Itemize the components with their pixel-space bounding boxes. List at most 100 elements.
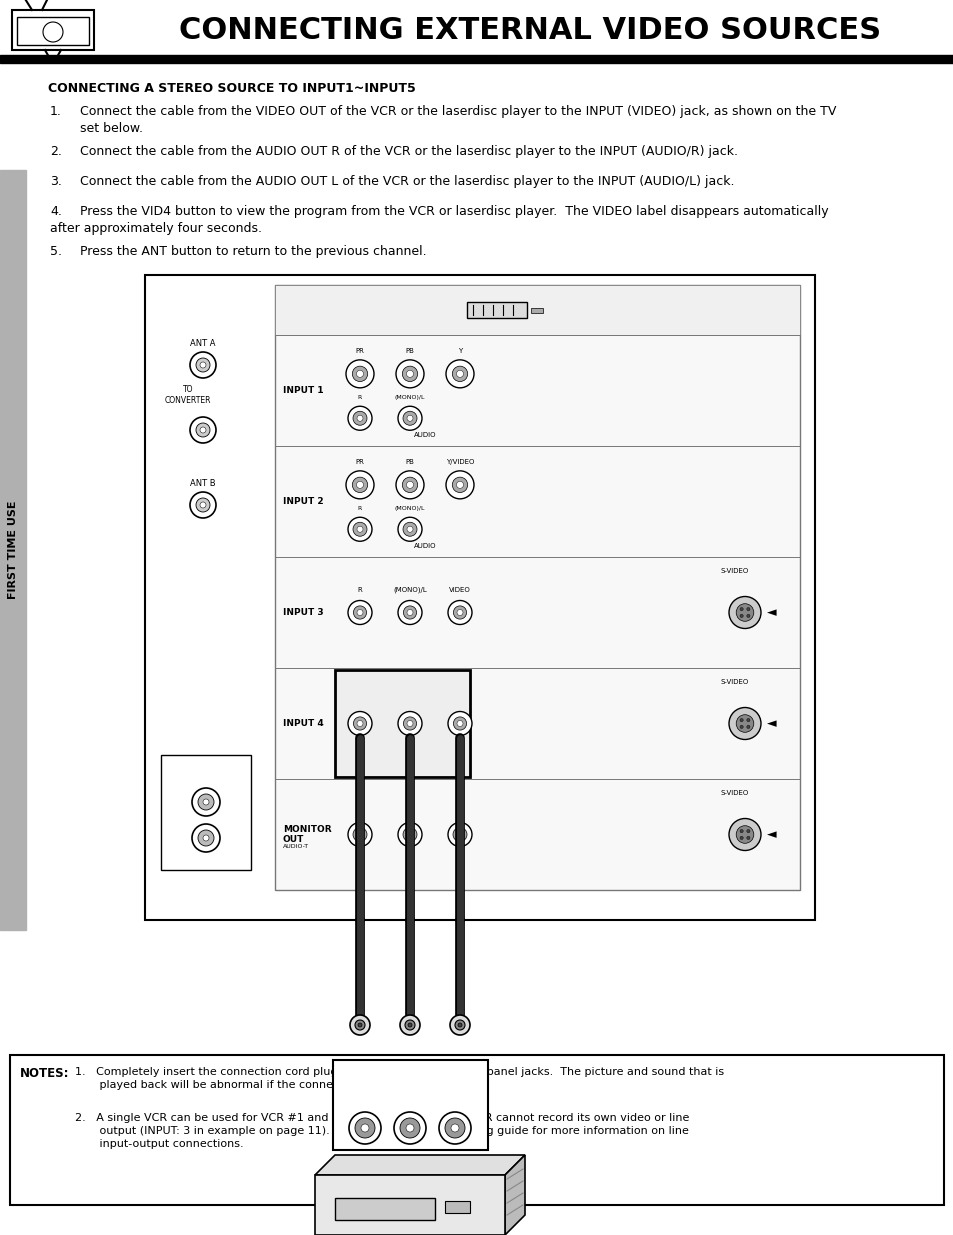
Circle shape [355, 1118, 375, 1137]
Circle shape [356, 370, 363, 378]
Circle shape [728, 708, 760, 740]
Circle shape [356, 831, 363, 837]
Text: set below.: set below. [80, 122, 143, 135]
Text: 3.: 3. [50, 175, 62, 188]
Circle shape [395, 471, 423, 499]
Text: 2.: 2. [50, 144, 62, 158]
Text: PB: PB [405, 459, 414, 464]
Circle shape [456, 720, 462, 726]
Circle shape [405, 1020, 415, 1030]
Bar [17, 17, 89, 44]
Text: 5.: 5. [50, 245, 62, 258]
Circle shape [357, 1023, 361, 1028]
Bar [274, 285, 800, 335]
Circle shape [397, 711, 421, 736]
Circle shape [407, 415, 413, 421]
Circle shape [407, 831, 413, 837]
Circle shape [402, 522, 416, 536]
Circle shape [192, 788, 220, 816]
Bar [274, 285, 800, 890]
Circle shape [456, 370, 463, 378]
Circle shape [453, 827, 467, 841]
Text: S-VIDEO: S-VIDEO [720, 568, 748, 573]
Circle shape [728, 819, 760, 851]
Circle shape [402, 827, 416, 841]
Text: Connect the cable from the VIDEO OUT of the VCR or the laserdisc player to the I: Connect the cable from the VIDEO OUT of … [80, 105, 836, 119]
Text: L: L [174, 797, 179, 806]
Circle shape [200, 501, 206, 508]
Text: AUDIO: AUDIO [414, 543, 436, 550]
Bar [333, 1060, 488, 1150]
Text: TO
CONVERTER: TO CONVERTER [165, 385, 211, 405]
Circle shape [740, 830, 742, 832]
Circle shape [746, 608, 749, 610]
Text: OUTPUT: OUTPUT [387, 1067, 432, 1077]
Text: (MONO)/L: (MONO)/L [395, 395, 425, 400]
Circle shape [406, 1124, 414, 1132]
Circle shape [350, 1015, 370, 1035]
Circle shape [446, 471, 474, 499]
Circle shape [356, 720, 363, 726]
Text: PR: PR [355, 459, 364, 464]
Bar [467, 303, 526, 317]
Text: R: R [357, 587, 362, 593]
Text: after approximately four seconds.: after approximately four seconds. [50, 222, 262, 235]
Circle shape [353, 522, 367, 536]
Circle shape [446, 359, 474, 388]
Text: AUDIO: AUDIO [414, 432, 436, 438]
Text: 1.   Completely insert the connection cord plugs when connecting to rear panel j: 1. Completely insert the connection cord… [75, 1067, 723, 1091]
Circle shape [402, 411, 416, 425]
Bar [335, 1198, 435, 1220]
Bar [531, 308, 542, 312]
Circle shape [356, 526, 363, 532]
Circle shape [397, 517, 421, 541]
Circle shape [352, 366, 367, 382]
Circle shape [399, 1015, 419, 1035]
Circle shape [346, 471, 374, 499]
Text: AUDIO
TO HI-FI: AUDIO TO HI-FI [191, 764, 221, 785]
Circle shape [353, 716, 366, 730]
Text: 1.: 1. [50, 105, 62, 119]
Circle shape [746, 830, 749, 832]
Circle shape [356, 482, 363, 488]
Text: R: R [357, 698, 362, 704]
Circle shape [195, 358, 210, 372]
Text: ◄: ◄ [766, 606, 776, 619]
Text: R: R [357, 506, 362, 511]
Circle shape [399, 1118, 419, 1137]
Polygon shape [314, 1155, 524, 1174]
Circle shape [450, 1015, 470, 1035]
Circle shape [448, 600, 472, 625]
Text: NOTES:: NOTES: [20, 1067, 70, 1079]
Text: FIRST TIME USE: FIRST TIME USE [8, 500, 18, 599]
Text: S-VIDEO: S-VIDEO [720, 789, 748, 795]
Circle shape [406, 482, 413, 488]
Text: 16: 16 [468, 1214, 485, 1228]
Circle shape [360, 1124, 369, 1132]
Bar [145, 275, 814, 920]
Circle shape [407, 720, 413, 726]
Text: ANT A: ANT A [190, 338, 215, 347]
Circle shape [452, 477, 467, 493]
Circle shape [438, 1112, 471, 1144]
Circle shape [448, 823, 472, 846]
Circle shape [746, 725, 749, 729]
Circle shape [348, 823, 372, 846]
Text: DVI-HDTV: DVI-HDTV [548, 305, 592, 315]
Text: S-VIDEO: S-VIDEO [720, 679, 748, 684]
Text: L: L [405, 1088, 415, 1103]
Circle shape [200, 427, 206, 433]
Text: VIDEO: VIDEO [449, 698, 471, 704]
Circle shape [452, 366, 467, 382]
Bar [12, 10, 94, 49]
Circle shape [740, 836, 742, 840]
Circle shape [348, 600, 372, 625]
Circle shape [408, 1023, 412, 1028]
Circle shape [406, 370, 413, 378]
Circle shape [192, 824, 220, 852]
Circle shape [402, 477, 417, 493]
Text: Connect the cable from the AUDIO OUT R of the VCR or the laserdisc player to the: Connect the cable from the AUDIO OUT R o… [80, 144, 738, 158]
Circle shape [348, 517, 372, 541]
Bar [444, 1200, 470, 1213]
Circle shape [407, 526, 413, 532]
